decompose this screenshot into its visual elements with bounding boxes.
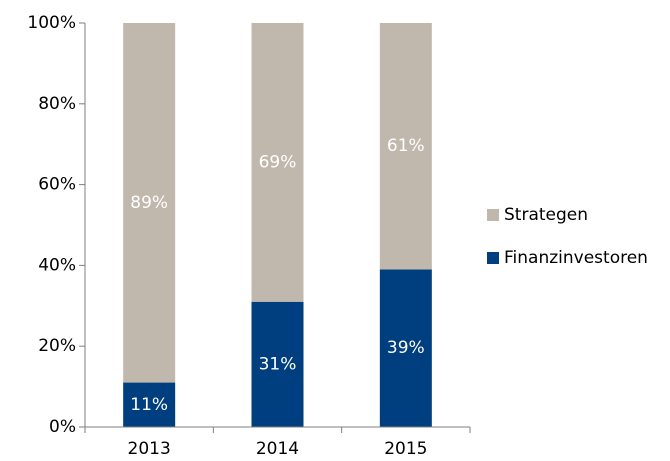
y-tick-label: 100% bbox=[27, 13, 76, 33]
data-label: 11% bbox=[130, 395, 168, 415]
bar-segment bbox=[123, 23, 176, 383]
legend-swatch bbox=[487, 252, 499, 264]
bar-segment bbox=[379, 23, 432, 270]
x-tick-label: 2014 bbox=[256, 439, 299, 459]
data-label: 69% bbox=[259, 152, 297, 172]
data-label: 61% bbox=[387, 136, 425, 156]
y-tick-label: 0% bbox=[49, 417, 76, 437]
bar-segment bbox=[251, 301, 304, 427]
legend-label: Strategen bbox=[504, 205, 588, 225]
bar-segment bbox=[123, 382, 176, 427]
x-tick-label: 2013 bbox=[128, 439, 171, 459]
y-tick-label: 40% bbox=[38, 255, 76, 275]
data-label: 31% bbox=[259, 354, 297, 374]
data-label: 89% bbox=[130, 193, 168, 213]
y-tick-label: 60% bbox=[38, 175, 76, 195]
y-tick-label: 20% bbox=[38, 336, 76, 356]
data-label: 39% bbox=[387, 338, 425, 358]
legend-label: Finanzinvestoren bbox=[504, 248, 648, 268]
bar-segment bbox=[379, 269, 432, 427]
bar-segment bbox=[251, 23, 304, 302]
y-tick-label: 80% bbox=[38, 94, 76, 114]
legend-swatch bbox=[487, 209, 499, 221]
x-tick-label: 2015 bbox=[384, 439, 427, 459]
